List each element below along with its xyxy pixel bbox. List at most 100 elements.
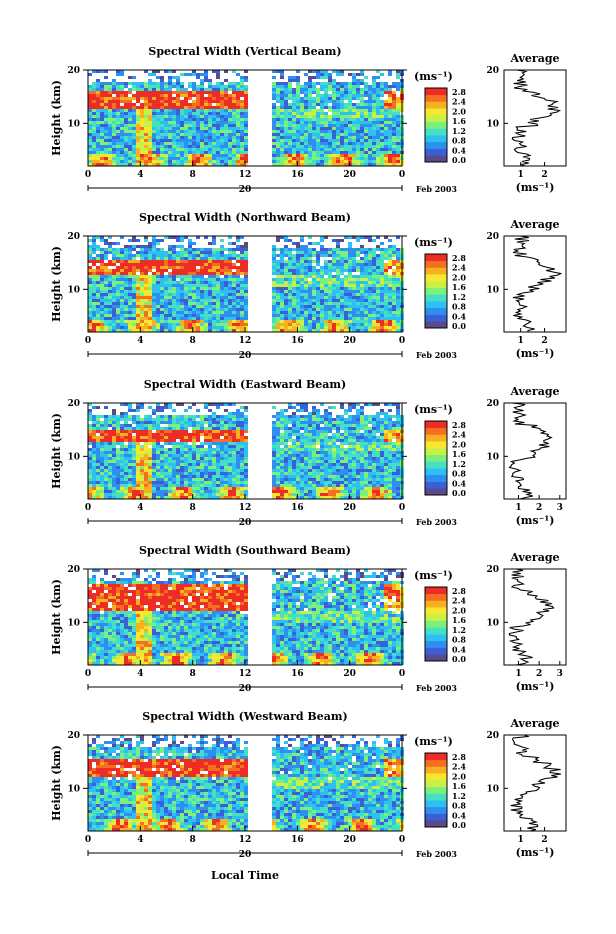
heatmap-cell	[324, 148, 328, 151]
heatmap-cell	[360, 100, 364, 103]
date-month: Feb 2003	[416, 184, 457, 194]
heatmap-cell	[276, 436, 280, 439]
heatmap-cell	[340, 317, 344, 320]
heatmap-cell	[156, 296, 160, 299]
heatmap-cell	[308, 130, 312, 133]
heatmap-cell	[188, 139, 192, 142]
heatmap-cell	[180, 82, 184, 85]
heatmap-cell	[104, 293, 108, 296]
heatmap-cell	[232, 106, 236, 109]
heatmap-cell	[324, 136, 328, 139]
heatmap-cell	[368, 326, 372, 329]
heatmap-cell	[160, 130, 164, 133]
heatmap-cell	[356, 293, 360, 296]
heatmap-cell	[88, 269, 92, 272]
heatmap-cell	[156, 430, 160, 433]
heatmap-cell	[332, 320, 336, 323]
heatmap-cell	[284, 82, 288, 85]
heatmap-cell	[92, 284, 96, 287]
heatmap-cell	[92, 251, 96, 254]
heatmap-cell	[168, 82, 172, 85]
heatmap-cell	[284, 284, 288, 287]
heatmap-cell	[352, 293, 356, 296]
heatmap-cell	[152, 160, 156, 163]
heatmap-cell	[196, 136, 200, 139]
heatmap-cell	[152, 278, 156, 281]
heatmap-cell	[244, 242, 248, 245]
heatmap-cell	[168, 293, 172, 296]
heatmap-cell	[328, 272, 332, 275]
heatmap-cell	[380, 305, 384, 308]
heatmap-cell	[344, 85, 348, 88]
heatmap-cell	[148, 323, 152, 326]
heatmap-cell	[324, 73, 328, 76]
heatmap-cell	[88, 85, 92, 88]
heatmap-cell	[348, 112, 352, 115]
heatmap-cell	[120, 266, 124, 269]
heatmap-cell	[144, 139, 148, 142]
heatmap-cell	[120, 82, 124, 85]
heatmap-cell	[352, 436, 356, 439]
heatmap-cell	[180, 278, 184, 281]
heatmap-cell	[244, 118, 248, 121]
heatmap-cell	[384, 103, 388, 106]
heatmap-cell	[232, 82, 236, 85]
heatmap-cell	[212, 109, 216, 112]
heatmap-cell	[92, 115, 96, 118]
heatmap-cell	[332, 130, 336, 133]
heatmap-cell	[176, 154, 180, 157]
heatmap-cell	[156, 160, 160, 163]
heatmap-cell	[152, 121, 156, 124]
heatmap-cell	[284, 287, 288, 290]
heatmap-cell	[216, 73, 220, 76]
heatmap-cell	[192, 302, 196, 305]
heatmap-cell	[276, 112, 280, 115]
heatmap-cell	[228, 130, 232, 133]
heatmap-cell	[136, 115, 140, 118]
heatmap-cell	[88, 308, 92, 311]
heatmap-cell	[140, 269, 144, 272]
heatmap-cell	[192, 124, 196, 127]
heatmap-cell	[324, 293, 328, 296]
heatmap-cell	[140, 266, 144, 269]
heatmap-cell	[124, 121, 128, 124]
heatmap-cell	[344, 290, 348, 293]
heatmap-cell	[348, 260, 352, 263]
heatmap-cell	[184, 115, 188, 118]
heatmap-cell	[92, 112, 96, 115]
heatmap-cell	[136, 85, 140, 88]
heatmap-cell	[112, 436, 116, 439]
heatmap-cell	[112, 430, 116, 433]
heatmap-cell	[360, 118, 364, 121]
heatmap-cell	[388, 248, 392, 251]
heatmap-cell	[348, 299, 352, 302]
heatmap-cell	[332, 260, 336, 263]
heatmap-cell	[320, 320, 324, 323]
heatmap-cell	[332, 281, 336, 284]
heatmap-cell	[392, 118, 396, 121]
heatmap-cell	[100, 121, 104, 124]
heatmap-cell	[244, 302, 248, 305]
heatmap-cell	[180, 299, 184, 302]
heatmap-cell	[360, 142, 364, 145]
heatmap-cell	[172, 76, 176, 79]
colorbar-segment	[425, 101, 447, 108]
heatmap-cell	[128, 127, 132, 130]
heatmap-cell	[288, 308, 292, 311]
heatmap-cell	[240, 151, 244, 154]
heatmap-cell	[380, 157, 384, 160]
heatmap-cell	[112, 157, 116, 160]
heatmap-cell	[244, 100, 248, 103]
heatmap-cell	[284, 124, 288, 127]
heatmap-cell	[332, 323, 336, 326]
heatmap-cell	[276, 287, 280, 290]
heatmap-cell	[312, 124, 316, 127]
heatmap-cell	[196, 127, 200, 130]
heatmap-cell	[396, 269, 400, 272]
heatmap-cell	[272, 136, 276, 139]
heatmap-cell	[232, 415, 236, 418]
heatmap-cell	[236, 127, 240, 130]
heatmap-cell	[344, 257, 348, 260]
heatmap-cell	[348, 263, 352, 266]
heatmap-cell	[280, 248, 284, 251]
